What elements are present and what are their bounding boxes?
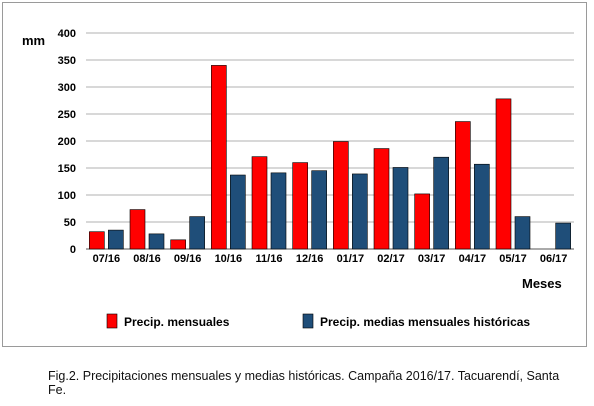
y-tick-labels: 0 50 100 150 200 250 300 350 400 xyxy=(58,28,76,256)
x-tick-label: 12/16 xyxy=(296,253,324,265)
bar-precip-historicas xyxy=(474,163,490,250)
y-tick-label: 200 xyxy=(58,136,76,148)
bar-precip-mensuales xyxy=(170,239,186,250)
y-tick-label: 150 xyxy=(58,163,76,175)
x-tick-label: 08/16 xyxy=(133,253,161,265)
bar-precip-historicas xyxy=(230,174,246,250)
bar-precip-mensuales xyxy=(414,193,430,250)
legend-label-precip-historicas: Precip. medias mensuales históricas xyxy=(320,315,530,329)
x-tick-label: 09/16 xyxy=(174,253,202,265)
legend: Precip. mensuales Precip. medias mensual… xyxy=(106,313,530,329)
y-tick-label: 50 xyxy=(64,217,76,229)
y-tick-label: 250 xyxy=(58,109,76,121)
y-tick-label: 300 xyxy=(58,82,76,94)
y-tick-label: 350 xyxy=(58,55,76,67)
y-tick-label: 100 xyxy=(58,190,76,202)
bar-precip-historicas xyxy=(270,172,287,250)
bar-precip-mensuales xyxy=(211,65,227,250)
bar-precip-mensuales xyxy=(251,156,268,250)
legend-label-precip-mensuales: Precip. mensuales xyxy=(124,315,230,329)
x-tick-label: 04/17 xyxy=(459,253,487,265)
bar-precip-historicas xyxy=(514,216,531,250)
bar-precip-historicas xyxy=(392,167,409,250)
legend-swatch-precip-historicas xyxy=(302,313,314,329)
bar-precip-historicas xyxy=(311,170,327,250)
bar-precip-mensuales xyxy=(129,209,146,250)
figure-caption: Fig.2. Precipitaciones mensuales y media… xyxy=(48,369,560,397)
x-tick-label: 06/17 xyxy=(540,253,568,265)
bar-precip-mensuales xyxy=(89,231,105,250)
gridlines xyxy=(86,32,574,250)
x-tick-labels: 07/16 08/16 09/16 10/16 11/16 12/16 01/17 02/17… xyxy=(93,253,568,265)
bars xyxy=(89,65,571,250)
bar-precip-historicas xyxy=(555,222,571,250)
bar-precip-historicas xyxy=(108,229,124,250)
x-tick-label: 03/17 xyxy=(418,253,446,265)
bar-precip-mensuales xyxy=(455,121,471,250)
x-tick-label: 01/17 xyxy=(337,253,365,265)
bar-precip-historicas xyxy=(189,216,205,250)
bar-precip-mensuales xyxy=(333,141,349,250)
y-tick-label: 0 xyxy=(70,244,76,256)
bar-precip-mensuales xyxy=(292,162,308,250)
x-tick-label: 02/17 xyxy=(377,253,405,265)
x-tick-label: 07/16 xyxy=(93,253,121,265)
bar-precip-historicas xyxy=(352,173,368,250)
x-tick-label: 05/17 xyxy=(499,253,527,265)
bar-precip-mensuales xyxy=(373,148,390,250)
x-tick-label: 10/16 xyxy=(215,253,243,265)
x-axis-label: Meses xyxy=(522,276,562,291)
y-axis-label: mm xyxy=(22,33,45,48)
bar-precip-historicas xyxy=(148,233,165,250)
bar-precip-historicas xyxy=(433,156,449,250)
x-tick-label: 11/16 xyxy=(256,253,283,265)
legend-swatch-precip-mensuales xyxy=(106,313,118,329)
y-tick-label: 400 xyxy=(58,28,76,40)
bar-precip-mensuales xyxy=(495,98,512,250)
